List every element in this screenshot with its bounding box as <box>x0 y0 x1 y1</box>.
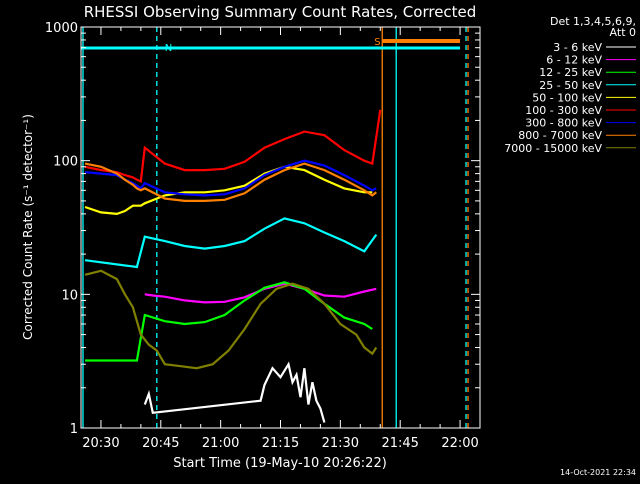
x-tick-label: 21:00 <box>202 436 239 451</box>
y-tick-label: 1 <box>70 422 78 437</box>
chart-title: RHESSI Observing Summary Count Rates, Co… <box>84 3 477 21</box>
legend-label: 3 - 6 keV <box>553 41 602 54</box>
legend-header-line: Det 1,3,4,5,6,9, <box>550 15 636 28</box>
marker-label-N: N <box>165 43 172 54</box>
x-tick-label: 21:15 <box>262 436 299 451</box>
x-tick-label: 22:00 <box>441 436 478 451</box>
plot-area: NS <box>81 27 469 428</box>
legend-label: 50 - 100 keV <box>532 91 602 104</box>
series-line-8 <box>84 269 378 370</box>
x-tick-label: 20:45 <box>142 436 179 451</box>
series-line-5 <box>84 109 382 184</box>
legend-label: 100 - 300 keV <box>525 104 602 117</box>
plot-frame <box>80 26 481 429</box>
series-line-0 <box>143 361 326 423</box>
x-tick-label: 21:30 <box>322 436 359 451</box>
legend-label: 25 - 50 keV <box>539 79 602 92</box>
series-line-3 <box>84 217 378 269</box>
footer-timestamp: 14-Oct-2021 22:34 <box>560 468 636 477</box>
legend-header-line: Att 0 <box>610 26 636 39</box>
y-tick-label: 1000 <box>45 21 78 36</box>
legend-label: 7000 - 15000 keV <box>504 142 602 155</box>
series-line-2 <box>85 281 373 362</box>
y-tick-label: 10 <box>61 288 78 303</box>
legend-label: 12 - 25 keV <box>539 66 602 79</box>
legend-label: 800 - 7000 keV <box>518 129 602 142</box>
x-tick-label: 20:30 <box>82 436 119 451</box>
x-tick-label: 21:45 <box>381 436 418 451</box>
marker-label-S: S <box>374 37 380 48</box>
series-line-1 <box>144 282 377 304</box>
legend-label: 300 - 800 keV <box>525 117 602 130</box>
series-line-7 <box>84 162 377 202</box>
legend-label: 6 - 12 keV <box>546 54 602 67</box>
x-axis-label: Start Time (19-May-10 20:26:22) <box>173 456 387 471</box>
plot-clipped <box>81 27 469 428</box>
y-tick-label: 100 <box>53 155 78 170</box>
axes: 1 10 100 1000 20:30 20:45 21:00 21:15 21:30 21:45… <box>45 21 481 451</box>
series-line-4 <box>84 165 373 216</box>
y-axis-label: Corrected Count Rate (s⁻¹ detector⁻¹) <box>21 114 35 340</box>
